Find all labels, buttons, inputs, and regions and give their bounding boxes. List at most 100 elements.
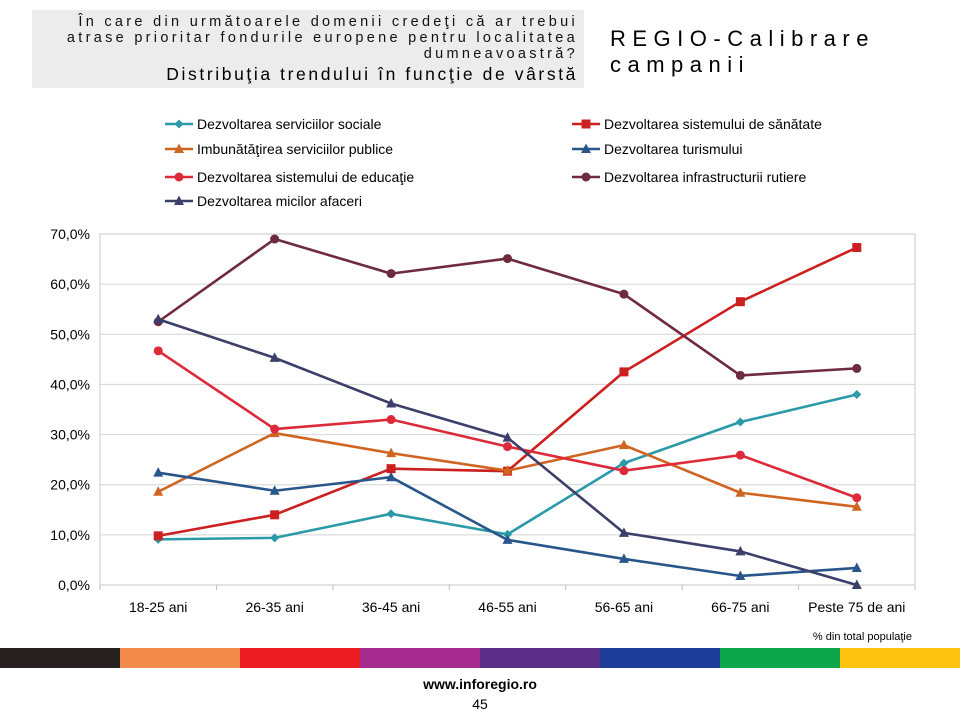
data-point xyxy=(735,370,745,380)
data-point xyxy=(386,509,396,519)
y-tick-label: 30,0% xyxy=(50,427,90,443)
data-point xyxy=(270,234,280,244)
legend-marker xyxy=(174,119,184,129)
legend-entry: Imbunătăţirea serviciilor publice xyxy=(165,141,393,157)
y-tick-label: 10,0% xyxy=(50,527,90,543)
data-point xyxy=(386,269,396,279)
brand-color-bar xyxy=(0,648,960,668)
color-bar-segment xyxy=(600,648,720,668)
data-point xyxy=(619,458,629,468)
data-point xyxy=(269,485,280,495)
legend-label: Dezvoltarea serviciilor sociale xyxy=(197,116,382,132)
data-point xyxy=(851,501,862,511)
data-point xyxy=(735,297,745,307)
data-point xyxy=(619,289,629,299)
data-point xyxy=(502,534,513,544)
data-point xyxy=(735,417,745,427)
color-bar-segment xyxy=(0,648,120,668)
series-6 xyxy=(153,234,862,380)
x-tick-label: 56-65 ani xyxy=(595,599,653,615)
line-chart: Dezvoltarea serviciilor sociale Dezvoltar… xyxy=(50,116,916,643)
data-point xyxy=(618,553,629,563)
color-bar-segment xyxy=(720,648,840,668)
data-point xyxy=(735,487,746,497)
series-5 xyxy=(153,346,862,503)
data-point xyxy=(852,243,862,253)
legend-entry: Dezvoltarea infrastructurii rutiere xyxy=(572,169,807,185)
data-point xyxy=(153,531,163,541)
y-tick-label: 60,0% xyxy=(50,276,90,292)
legend-marker xyxy=(174,143,184,153)
data-point xyxy=(619,367,629,377)
chart-legend: Dezvoltarea serviciilor sociale Dezvoltar… xyxy=(165,116,822,209)
data-point xyxy=(386,397,397,408)
data-point xyxy=(503,442,512,452)
legend-entry: Dezvoltarea micilor afaceri xyxy=(165,193,362,209)
campaign-title: REGIO-Calibrare campanii xyxy=(610,26,875,77)
legend-marker xyxy=(581,143,591,153)
legend-entry: Dezvoltarea serviciilor sociale xyxy=(165,116,382,132)
legend-label: Dezvoltarea infrastructurii rutiere xyxy=(604,169,807,185)
x-tick-label: 36-45 ani xyxy=(362,599,420,615)
data-point xyxy=(502,465,513,475)
data-point xyxy=(386,464,396,474)
data-point xyxy=(153,467,164,477)
data-point xyxy=(735,450,745,460)
survey-question: În care din următoarele domenii credeţi … xyxy=(66,14,578,62)
data-point xyxy=(270,533,280,543)
data-point xyxy=(270,424,280,434)
data-point xyxy=(153,313,164,324)
data-point xyxy=(153,346,163,356)
data-point xyxy=(851,579,862,589)
data-point xyxy=(852,493,862,503)
x-tick-label: 26-35 ani xyxy=(245,599,303,615)
series-7 xyxy=(153,313,862,589)
color-bar-segment xyxy=(120,648,240,668)
footer-url: www.inforegio.ro xyxy=(423,676,537,692)
color-bar-segment xyxy=(360,648,480,668)
y-tick-label: 50,0% xyxy=(50,326,90,342)
page-number: 45 xyxy=(472,696,488,712)
x-tick-label: Peste 75 de ani xyxy=(808,599,905,615)
series-line xyxy=(158,471,857,578)
legend-marker xyxy=(174,195,184,205)
color-bar-segment xyxy=(480,648,600,668)
data-point xyxy=(619,466,629,476)
legend-marker xyxy=(581,119,591,129)
legend-marker xyxy=(581,172,591,182)
data-point xyxy=(852,389,862,399)
y-axis: 0,0% 10,0% 20,0% 30,0% 40,0% 50,0% 60,0% 70,0% xyxy=(50,226,90,593)
y-tick-label: 20,0% xyxy=(50,477,90,493)
data-point xyxy=(269,352,280,362)
legend-label: Dezvoltarea micilor afaceri xyxy=(197,193,362,209)
y-tick-label: 40,0% xyxy=(50,376,90,392)
x-tick-label: 66-75 ani xyxy=(711,599,769,615)
legend-entry: Dezvoltarea turismului xyxy=(572,141,743,157)
legend-label: Imbunătăţirea serviciilor publice xyxy=(197,141,393,157)
data-point xyxy=(735,570,746,580)
plot-border xyxy=(99,233,916,586)
data-point xyxy=(270,510,280,520)
legend-label: Dezvoltarea turismului xyxy=(604,141,743,157)
data-point xyxy=(386,447,397,458)
legend-label: Dezvoltarea sistemului de sănătate xyxy=(604,116,822,132)
chart-subtitle: Distribuţia trendului în funcţie de vârs… xyxy=(166,64,578,84)
data-point xyxy=(153,486,164,496)
question-box: În care din următoarele domenii credeţi … xyxy=(32,10,584,88)
series-line xyxy=(157,318,858,587)
legend-entry: Dezvoltarea sistemului de sănătate xyxy=(572,116,822,132)
legend-label: Dezvoltarea sistemului de educaţie xyxy=(197,169,414,185)
series-4 xyxy=(153,467,862,580)
legend-marker xyxy=(174,172,184,182)
data-point xyxy=(852,363,862,373)
color-bar-segment xyxy=(840,648,960,668)
x-axis: 18-25 ani 26-35 ani 36-45 ani 46-55 ani 56-6… xyxy=(99,585,916,615)
data-point xyxy=(386,471,397,482)
y-tick-label: 70,0% xyxy=(50,226,90,242)
data-point xyxy=(735,545,746,556)
x-tick-label: 18-25 ani xyxy=(129,599,187,615)
data-point xyxy=(503,254,512,264)
data-point xyxy=(851,562,862,572)
series-line xyxy=(157,349,858,499)
data-point xyxy=(386,415,396,425)
